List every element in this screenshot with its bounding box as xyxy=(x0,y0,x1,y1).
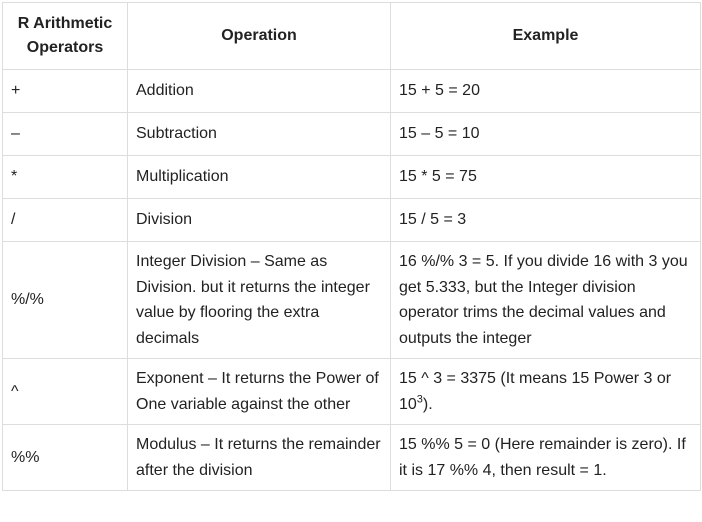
table-row-division: / Division 15 / 5 = 3 xyxy=(2,198,701,242)
operation-cell: Integer Division – Same as Division. but… xyxy=(127,241,391,359)
header-row: R Arithmetic Operators Operation Example xyxy=(2,2,701,70)
table-body: + Addition 15 + 5 = 20 – Subtraction 15 … xyxy=(2,69,701,491)
example-superscript: 3 xyxy=(416,393,423,406)
example-cell: 15 * 5 = 75 xyxy=(390,155,701,199)
table-header: R Arithmetic Operators Operation Example xyxy=(2,2,701,70)
example-cell: 15 / 5 = 3 xyxy=(390,198,701,242)
example-base: 10 xyxy=(399,395,417,413)
table-row-integer-division: %/% Integer Division – Same as Division.… xyxy=(2,241,701,359)
operation-cell: Exponent – It returns the Power of One v… xyxy=(127,358,391,425)
header-operator: R Arithmetic Operators xyxy=(2,2,128,70)
operation-cell: Addition xyxy=(127,69,391,113)
example-tail: ). xyxy=(422,395,433,413)
arithmetic-operators-table: R Arithmetic Operators Operation Example… xyxy=(2,2,701,491)
operator-cell: / xyxy=(2,198,128,242)
example-text: 15 ^ 3 = 3375 (It means 15 Power 3 or xyxy=(399,370,672,387)
example-cell: 15 ^ 3 = 3375 (It means 15 Power 3 or 10… xyxy=(390,358,701,425)
operation-cell: Multiplication xyxy=(127,155,391,199)
table-row-subtraction: – Subtraction 15 – 5 = 10 xyxy=(2,112,701,156)
example-cell: 15 – 5 = 10 xyxy=(390,112,701,156)
operator-cell: – xyxy=(2,112,128,156)
operation-cell: Subtraction xyxy=(127,112,391,156)
example-cell: 16 %/% 3 = 5. If you divide 16 with 3 yo… xyxy=(390,241,701,359)
table-row-addition: + Addition 15 + 5 = 20 xyxy=(2,69,701,113)
operation-cell: Modulus – It returns the remainder after… xyxy=(127,424,391,491)
header-operation: Operation xyxy=(127,2,391,70)
table-row-modulus: %% Modulus – It returns the remainder af… xyxy=(2,424,701,491)
table-row-exponent: ^ Exponent – It returns the Power of One… xyxy=(2,358,701,425)
operator-cell: + xyxy=(2,69,128,113)
operator-cell: * xyxy=(2,155,128,199)
table-row-multiplication: * Multiplication 15 * 5 = 75 xyxy=(2,155,701,199)
example-cell: 15 %% 5 = 0 (Here remainder is zero). If… xyxy=(390,424,701,491)
header-example: Example xyxy=(390,2,701,70)
operator-cell: ^ xyxy=(2,358,128,425)
operator-cell: %% xyxy=(2,424,128,491)
example-cell: 15 + 5 = 20 xyxy=(390,69,701,113)
operation-cell: Division xyxy=(127,198,391,242)
operator-cell: %/% xyxy=(2,241,128,359)
